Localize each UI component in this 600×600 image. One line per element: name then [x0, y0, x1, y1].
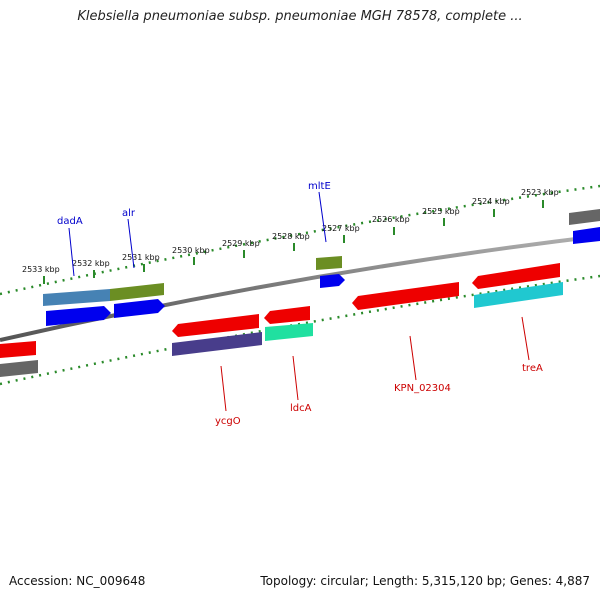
accession-text: Accession: NC_009648	[9, 574, 146, 588]
gene-label-ldcA[interactable]: ldcA	[290, 403, 312, 414]
ruler-label: 2532 kbp	[72, 259, 110, 268]
ruler-label: 2526 kbp	[372, 215, 410, 224]
ruler-label: 2523 kbp	[521, 188, 559, 197]
forward-arrow-2[interactable]	[114, 299, 165, 318]
ruler-labels: 2533 kbp 2532 kbp 2531 kbp 2530 kbp 2529 kbp…	[22, 188, 559, 274]
reverse-arrow-ldcA[interactable]	[264, 306, 310, 324]
gene-alr-block[interactable]	[110, 283, 164, 301]
gene-label-treA[interactable]: treA	[522, 363, 543, 374]
gene-treA-block[interactable]	[474, 282, 563, 308]
gene-label-mltE[interactable]: mltE	[308, 181, 331, 192]
ruler-label: 2525 kbp	[422, 207, 460, 216]
gene-label-alr[interactable]: alr	[122, 208, 136, 219]
reverse-arrow-left[interactable]	[0, 341, 36, 358]
reverse-arrow-KPN_02304[interactable]	[352, 282, 459, 310]
gene-left-grey-block[interactable]	[0, 360, 38, 377]
inner-features	[0, 282, 563, 377]
forward-arrow-4[interactable]	[573, 227, 600, 244]
gene-ycgO-block[interactable]	[172, 332, 262, 356]
forward-arrows	[46, 227, 600, 326]
ruler-label: 2524 kbp	[472, 197, 510, 206]
ruler-label: 2528 kbp	[272, 232, 310, 241]
gene-label-dadA[interactable]: dadA	[57, 216, 83, 227]
map-title: Klebsiella pneumoniae subsp. pneumoniae …	[77, 9, 523, 24]
gene-dadA-block[interactable]	[43, 289, 110, 306]
gene-label-KPN_02304[interactable]: KPN_02304	[394, 383, 451, 394]
outer-ruler-track	[0, 184, 600, 296]
forward-features	[43, 209, 600, 306]
gene-label-ycgO[interactable]: ycgO	[215, 416, 241, 427]
ruler-label: 2531 kbp	[122, 253, 160, 262]
reverse-arrow-treA[interactable]	[472, 263, 560, 289]
gene-ldcA-block[interactable]	[265, 323, 313, 341]
gene-right-grey-block[interactable]	[569, 209, 600, 225]
genome-summary-text: Topology: circular; Length: 5,315,120 bp…	[260, 574, 590, 588]
gene-mltE-block[interactable]	[316, 256, 342, 270]
major-ticks	[43, 200, 544, 284]
inner-ruler-track	[0, 274, 600, 386]
ruler-label: 2530 kbp	[172, 246, 210, 255]
forward-arrow-1[interactable]	[46, 306, 111, 326]
reverse-arrows	[0, 263, 560, 358]
ruler-label: 2533 kbp	[22, 265, 60, 274]
reverse-arrow-ycgO[interactable]	[172, 314, 259, 337]
label-leaders	[68, 191, 530, 412]
ruler-label: 2527 kbp	[322, 224, 360, 233]
ruler-label: 2529 kbp	[222, 239, 260, 248]
forward-arrow-3[interactable]	[320, 274, 345, 288]
